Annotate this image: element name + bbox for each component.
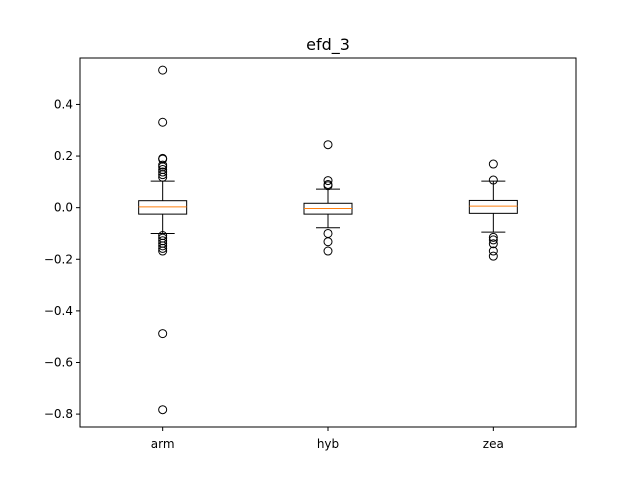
chart-title: efd_3 (306, 35, 350, 55)
outlier-point (323, 181, 333, 191)
outlier-point (488, 175, 498, 185)
outlier-point (488, 239, 498, 249)
outlier-point (488, 159, 498, 169)
outlier-point (158, 241, 168, 251)
y-tick-label: 0.4 (54, 97, 73, 111)
y-tick-label: −0.4 (44, 304, 73, 318)
y-tick-label: −0.2 (44, 252, 73, 266)
box-zea (468, 159, 518, 261)
outlier-point (158, 405, 168, 415)
box-series (138, 65, 518, 415)
outlier-point (323, 237, 333, 247)
outlier-point (158, 65, 168, 75)
outlier-point (158, 167, 168, 177)
outlier-point (158, 329, 168, 339)
y-tick-label: −0.6 (44, 355, 73, 369)
y-axis: 0.4 0.2 0.0 −0.2 −0.4 −0.6 −0.8 (44, 97, 80, 421)
outlier-point (158, 117, 168, 127)
y-tick-label: −0.8 (44, 407, 73, 421)
outlier-point (158, 243, 168, 253)
box-iqr (138, 200, 188, 215)
y-tick-label: 0.0 (54, 201, 73, 215)
outlier-point (488, 235, 498, 245)
outlier-point (158, 246, 168, 256)
outlier-point (488, 246, 498, 256)
plot-frame (79, 57, 577, 428)
x-tick-label: hyb (317, 437, 339, 451)
outlier-point (158, 172, 168, 182)
outlier-point (323, 140, 333, 150)
outlier-point (488, 251, 498, 261)
box-hyb (303, 140, 353, 256)
x-tick-label: arm (151, 437, 175, 451)
outlier-point (488, 232, 498, 242)
outlier-point (323, 176, 333, 186)
x-tick-label: zea (483, 437, 504, 451)
outlier-point (323, 246, 333, 256)
box-arm (138, 65, 188, 415)
outlier-point (158, 170, 168, 180)
x-axis: arm hyb zea (151, 427, 504, 451)
y-tick-label: 0.2 (54, 149, 73, 163)
box-iqr (468, 199, 518, 214)
